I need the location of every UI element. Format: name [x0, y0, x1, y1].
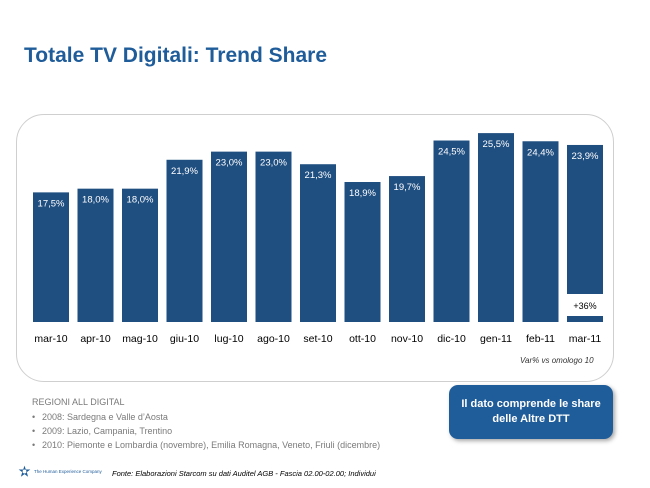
x-tick-lug-10: lug-10: [214, 333, 243, 345]
data-label-mag-10: 18,0%: [127, 195, 154, 206]
x-tick-apr-10: apr-10: [80, 333, 111, 345]
company-logo: The Human Experience Company: [18, 465, 102, 478]
regions-heading: REGIONI ALL DIGITAL: [32, 397, 125, 407]
bar-feb-11: [522, 141, 559, 322]
logo-text: The Human Experience Company: [34, 469, 102, 474]
data-label-feb-11: 24,4%: [527, 147, 554, 158]
list-item: 2010: Piemonte e Lombardia (novembre), E…: [32, 440, 462, 450]
x-tick-giu-10: giu-10: [170, 333, 199, 345]
bar-set-10: [300, 164, 336, 322]
x-tick-ott-10: ott-10: [349, 333, 376, 345]
source-note: Fonte: Elaborazioni Starcom su dati Audi…: [112, 469, 376, 478]
data-label-mar-10: 17,5%: [38, 198, 65, 209]
bar-ott-10: [344, 182, 381, 322]
x-tick-gen-11: gen-11: [480, 333, 512, 345]
bar-dic-10: [433, 140, 470, 322]
data-label-giu-10: 21,9%: [171, 166, 198, 177]
x-tick-feb-11: feb-11: [526, 333, 555, 345]
bar-giu-10: [166, 159, 203, 322]
x-tick-mar-11: mar-11: [569, 333, 602, 345]
bar-mag-10: [122, 188, 158, 322]
annotation-label: +36%: [573, 301, 596, 311]
list-item: 2009: Lazio, Campania, Trentino: [32, 426, 462, 436]
x-tick-set-10: set-10: [303, 333, 332, 345]
bar-mar-10: [33, 192, 69, 322]
data-label-mar-11: 23,9%: [572, 151, 599, 162]
x-tick-ago-10: ago-10: [257, 333, 290, 345]
bar-nov-10: [389, 176, 425, 322]
x-tick-mag-10: mag-10: [122, 333, 158, 345]
regions-list: REGIONI ALL DIGITAL 2008: Sardegna e Val…: [32, 397, 462, 454]
bar-mar-11: [567, 144, 603, 316]
data-label-set-10: 21,3%: [305, 170, 332, 181]
data-label-gen-11: 25,5%: [483, 139, 510, 150]
bar-ago-10: [255, 151, 292, 322]
annotation-background: [567, 294, 603, 316]
callout-box: Il dato comprende le share delle Altre D…: [449, 385, 613, 439]
bar-lug-10: [211, 151, 247, 322]
data-label-lug-10: 23,0%: [216, 158, 243, 169]
star-logo-icon: [18, 465, 31, 477]
x-tick-dic-10: dic-10: [437, 333, 466, 345]
data-label-dic-10: 24,5%: [438, 147, 465, 158]
x-tick-mar-10: mar-10: [34, 333, 67, 345]
bar-stub-mar-11: [567, 316, 603, 322]
data-label-ago-10: 23,0%: [260, 158, 287, 169]
variation-note: Var% vs omologo 10: [520, 356, 594, 365]
page-title: Totale TV Digitali: Trend Share: [24, 44, 327, 67]
x-tick-nov-10: nov-10: [391, 333, 423, 345]
list-item: 2008: Sardegna e Valle d’Aosta: [32, 412, 462, 422]
data-label-nov-10: 19,7%: [394, 182, 421, 193]
bar-gen-11: [478, 133, 514, 322]
data-label-apr-10: 18,0%: [82, 195, 109, 206]
callout-text: Il dato comprende le share delle Altre D…: [461, 398, 601, 425]
data-label-ott-10: 18,9%: [349, 188, 376, 199]
bar-apr-10: [77, 188, 114, 322]
